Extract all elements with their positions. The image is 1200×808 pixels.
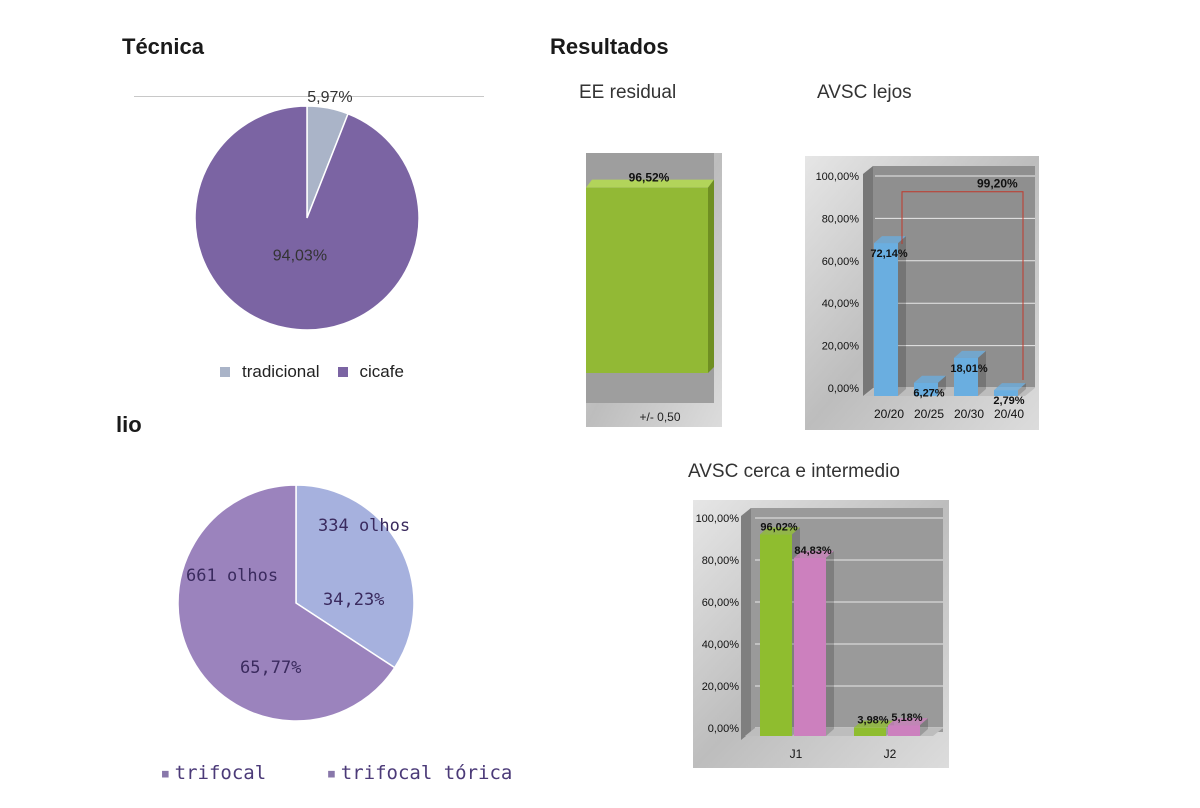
bar-value-label: 96,02%: [760, 521, 798, 533]
legend-item-cicafe: cicafe: [337, 362, 404, 382]
bar: [794, 557, 826, 736]
x-tick-label: 20/30: [954, 407, 984, 421]
legend-swatch-tradicional: [220, 367, 230, 377]
avsc-cerca-title: AVSC cerca e intermedio: [688, 461, 900, 482]
bar-side: [938, 375, 946, 396]
bar: [994, 390, 1018, 396]
y-tick-label: 40,00%: [822, 298, 860, 310]
chart-back-wall: [873, 166, 1035, 388]
bar: [586, 187, 708, 373]
tecnica-pie-chart: 5,97% 94,03%: [194, 89, 420, 331]
bar-top: [760, 527, 800, 535]
bar-side: [898, 236, 906, 396]
annotation-bracket: [901, 191, 1024, 380]
legend-item-tradicional: tradicional: [220, 362, 320, 382]
avsc-lejos-title: AVSC lejos: [817, 82, 912, 103]
bar: [874, 243, 898, 396]
bar-top: [586, 179, 714, 188]
pie-label-tradicional: 5,97%: [307, 89, 352, 106]
x-tick-label: J2: [884, 747, 897, 761]
y-tick-label: 60,00%: [822, 256, 860, 268]
bar-value-label: 3,98%: [857, 715, 888, 727]
y-tick-label: 0,00%: [828, 383, 859, 395]
bar-top: [914, 375, 946, 383]
x-tick-label: 20/20: [874, 407, 904, 421]
legend-marker-trifocal: ■: [162, 766, 169, 780]
bar-value-label: 72,14%: [870, 248, 908, 260]
bar-top: [954, 350, 986, 358]
bar-top: [854, 720, 894, 728]
ee-residual-chart: 96,52% +/- 0,50: [586, 153, 722, 427]
bar-side: [978, 350, 986, 396]
bar-top: [794, 550, 834, 558]
legend-label-tradicional: tradicional: [242, 362, 320, 381]
tecnica-divider: [134, 96, 484, 97]
pie-label-trifocal: 34,23%: [323, 590, 384, 610]
tecnica-heading: Técnica: [122, 34, 204, 59]
y-tick-label: 20,00%: [702, 681, 740, 693]
bar-side: [708, 179, 714, 373]
x-tick-label: J1: [790, 747, 803, 761]
y-tick-label: 60,00%: [702, 597, 740, 609]
bar-top: [888, 718, 928, 726]
legend-marker-trifocal-torica: ■: [328, 766, 335, 780]
annotation-label: 99,20%: [977, 177, 1018, 191]
x-tick-label: 20/25: [914, 407, 944, 421]
pie-count-trifocal: 334 olhos: [318, 516, 410, 536]
y-tick-label: 80,00%: [702, 555, 740, 567]
bar: [954, 357, 978, 396]
lio-legend: ■ trifocal ■ trifocal tórica: [162, 762, 512, 784]
pie-label-cicafe: 94,03%: [273, 247, 327, 264]
chart-side-wall: [863, 166, 873, 396]
bar-value-label: 96,52%: [629, 171, 670, 185]
x-tick-label: +/- 0,50: [639, 410, 680, 424]
y-tick-label: 80,00%: [822, 213, 860, 225]
tecnica-legend: tradicional cicafe: [220, 362, 422, 382]
avsc-cerca-chart: 0,00% 20,00% 40,00% 60,00% 80,00% 100,00% 96,…: [693, 500, 949, 768]
lio-heading: lio: [116, 412, 142, 437]
ee-residual-title: EE residual: [579, 82, 677, 103]
bar: [760, 534, 792, 736]
bar-side: [1018, 383, 1026, 396]
bar-side: [920, 718, 928, 736]
bar: [854, 727, 886, 736]
bar-top: [994, 383, 1026, 391]
pie-count-trifocal-torica: 661 olhos: [186, 566, 278, 586]
chart-floor: [865, 388, 1035, 396]
bar-top: [874, 236, 906, 244]
resultados-heading: Resultados: [550, 34, 669, 59]
bar-side: [826, 550, 834, 736]
bar-value-label: 6,27%: [913, 388, 944, 400]
avsc-lejos-chart: 0,00% 20,00% 40,00% 60,00% 80,00% 100,00% 72,…: [805, 156, 1039, 430]
y-tick-label: 0,00%: [708, 723, 739, 735]
lio-pie-chart: 334 olhos 34,23% 661 olhos 65,77%: [177, 484, 415, 722]
y-tick-label: 20,00%: [822, 341, 860, 353]
bar-value-label: 18,01%: [950, 363, 988, 375]
pie-slice-trifocal-torica: [177, 484, 396, 722]
bar-value-label: 2,79%: [993, 395, 1024, 407]
legend-label-trifocal: trifocal: [174, 762, 267, 784]
chart-side-wall: [741, 508, 751, 740]
y-tick-label: 40,00%: [702, 639, 740, 651]
y-tick-label: 100,00%: [696, 513, 740, 525]
legend-label-cicafe: cicafe: [359, 362, 404, 381]
bar: [914, 382, 938, 396]
pie-label-trifocal-torica: 65,77%: [240, 658, 301, 678]
legend-swatch-cicafe: [337, 367, 348, 377]
bar-value-label: 84,83%: [794, 545, 832, 557]
x-tick-label: 20/40: [994, 407, 1024, 421]
y-tick-label: 100,00%: [816, 171, 860, 183]
pie-slice-cicafe: [194, 105, 420, 331]
bar: [888, 725, 920, 736]
legend-label-trifocal-torica: trifocal tórica: [340, 762, 513, 784]
bar-value-label: 5,18%: [891, 712, 922, 724]
